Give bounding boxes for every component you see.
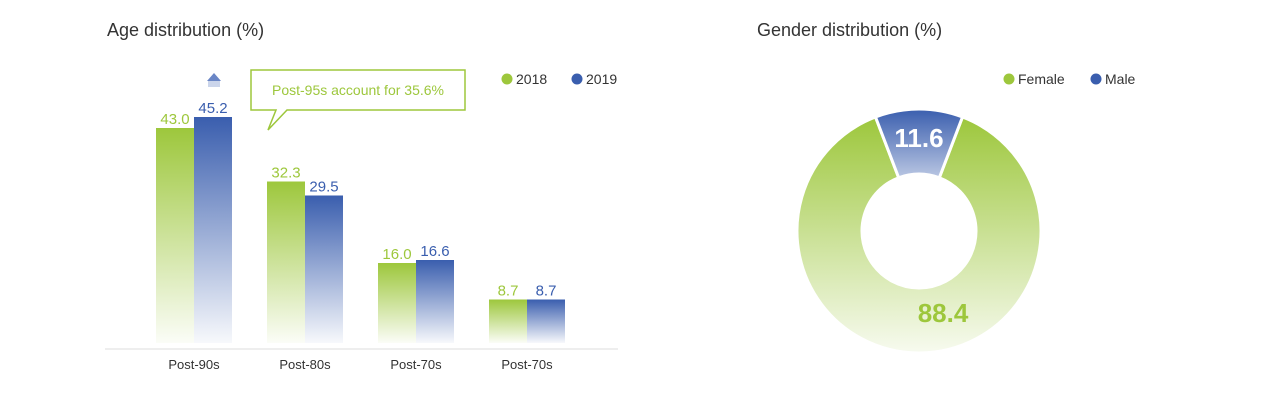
callout-box — [250, 69, 466, 131]
bar-value-label-2019-1: 29.5 — [309, 179, 338, 196]
bar-2018-0 — [156, 128, 194, 343]
gender-chart-title: Gender distribution (%) — [757, 20, 942, 40]
bar-2019-0 — [194, 117, 232, 343]
age-chart-title: Age distribution (%) — [107, 20, 264, 40]
donut-slice-male — [873, 107, 965, 180]
bar-value-label-2018-3: 8.7 — [498, 283, 519, 300]
legend-2019-marker — [571, 73, 583, 85]
bar-value-label-2018-1: 32.3 — [271, 165, 300, 182]
legend-female-marker — [1003, 73, 1015, 85]
bar-value-label-2019-2: 16.6 — [420, 243, 449, 260]
legend-male-marker — [1090, 73, 1102, 85]
age-bars: 43.0 45.2 32.3 29.5 16.0 16.6 8.7 8.7 — [156, 100, 565, 343]
x-tick-label-1: Post-80s — [279, 357, 331, 372]
bar-value-label-2019-0: 45.2 — [198, 100, 227, 117]
increase-arrow-tail — [208, 81, 220, 87]
donut-label-male: 11.6 — [894, 123, 943, 153]
age-x-ticks: Post-90s Post-80s Post-70s Post-70s — [168, 357, 553, 372]
gender-chart-legend: Female Male — [1003, 71, 1136, 87]
legend-2019-label: 2019 — [586, 71, 617, 87]
legend-2018-marker — [501, 73, 513, 85]
bar-value-label-2018-2: 16.0 — [382, 246, 411, 263]
legend-2018-label: 2018 — [516, 71, 547, 87]
increase-arrow-icon — [207, 73, 221, 81]
legend-male-label: Male — [1105, 71, 1136, 87]
bar-2018-3 — [489, 299, 527, 343]
x-tick-label-2: Post-70s — [390, 357, 442, 372]
bar-2019-3 — [527, 299, 565, 343]
bar-2019-2 — [416, 260, 454, 343]
bar-2018-1 — [267, 181, 305, 343]
bar-value-label-2018-0: 43.0 — [160, 111, 189, 128]
bar-2018-2 — [378, 263, 416, 343]
bar-2019-1 — [305, 195, 343, 343]
callout-text: Post-95s account for 35.6% — [272, 82, 444, 98]
bar-value-label-2019-3: 8.7 — [536, 283, 557, 300]
callout-annotation: Post-95s account for 35.6% — [250, 69, 466, 131]
x-tick-label-3: Post-70s — [501, 357, 553, 372]
legend-female-label: Female — [1018, 71, 1065, 87]
gender-donut: 11.6 88.4 — [795, 107, 1043, 355]
age-chart-legend: 2018 2019 — [501, 71, 617, 87]
donut-label-female: 88.4 — [918, 298, 969, 328]
x-tick-label-0: Post-90s — [168, 357, 220, 372]
donut-slice-female — [795, 115, 1043, 355]
